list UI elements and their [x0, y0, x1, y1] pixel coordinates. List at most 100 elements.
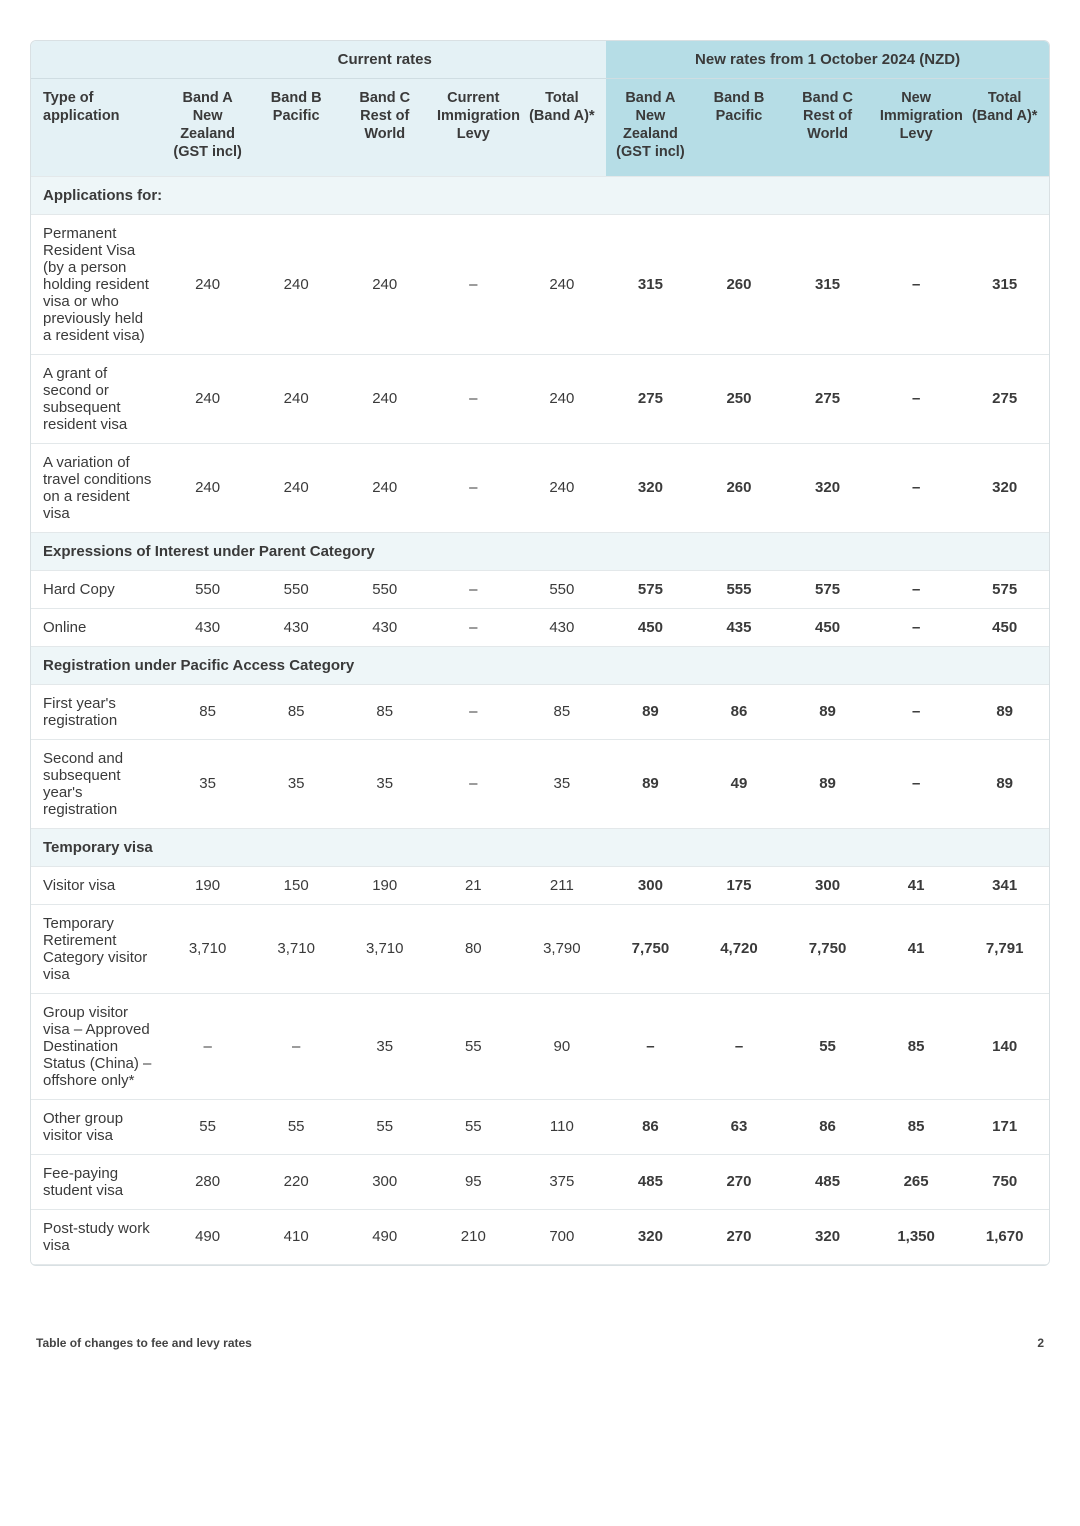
table-row: First year's registration858585–85898689…: [31, 684, 1049, 739]
row-label: A variation of travel conditions on a re…: [31, 443, 163, 532]
new-value: 41: [872, 904, 961, 993]
row-label: Fee-paying student visa: [31, 1154, 163, 1209]
col-new-c: Band C Rest of World: [783, 79, 872, 177]
col-cur-levy: Current Immigration Levy: [429, 79, 518, 177]
table-row: Hard Copy550550550–550575555575–575: [31, 570, 1049, 608]
new-value: 250: [695, 354, 784, 443]
row-label: Post-study work visa: [31, 1209, 163, 1264]
new-value: –: [872, 608, 961, 646]
new-value: 89: [960, 684, 1049, 739]
current-value: 550: [163, 570, 252, 608]
new-value: 7,791: [960, 904, 1049, 993]
new-value: 485: [606, 1154, 695, 1209]
new-value: 485: [783, 1154, 872, 1209]
col-type: Type of application: [31, 79, 163, 177]
new-value: 300: [783, 866, 872, 904]
row-label: Hard Copy: [31, 570, 163, 608]
new-value: 89: [783, 739, 872, 828]
table-row: A variation of travel conditions on a re…: [31, 443, 1049, 532]
col-new-levy: New Immigration Levy: [872, 79, 961, 177]
table-body: Applications for:Permanent Resident Visa…: [31, 176, 1049, 1264]
col-cur-a: Band A New Zealand (GST incl): [163, 79, 252, 177]
new-value: –: [872, 443, 961, 532]
row-label: First year's registration: [31, 684, 163, 739]
current-value: 240: [252, 214, 341, 354]
current-value: 240: [163, 214, 252, 354]
current-value: 240: [163, 354, 252, 443]
current-value: 240: [518, 443, 607, 532]
row-label: Online: [31, 608, 163, 646]
new-value: 450: [606, 608, 695, 646]
row-label: Group visitor visa – Approved Destinatio…: [31, 993, 163, 1099]
current-value: 55: [163, 1099, 252, 1154]
current-value: –: [429, 354, 518, 443]
new-value: 320: [783, 443, 872, 532]
section-header: Expressions of Interest under Parent Cat…: [31, 532, 1049, 570]
row-label: Permanent Resident Visa (by a person hol…: [31, 214, 163, 354]
new-value: 85: [872, 1099, 961, 1154]
row-label: Second and subsequent year's registratio…: [31, 739, 163, 828]
table-row: Group visitor visa – Approved Destinatio…: [31, 993, 1049, 1099]
new-value: 86: [695, 684, 784, 739]
new-value: –: [872, 354, 961, 443]
new-value: –: [695, 993, 784, 1099]
new-value: 55: [783, 993, 872, 1099]
col-new-a: Band A New Zealand (GST incl): [606, 79, 695, 177]
new-value: 575: [606, 570, 695, 608]
current-value: 55: [429, 993, 518, 1099]
current-value: 85: [518, 684, 607, 739]
col-cur-b: Band B Pacific: [252, 79, 341, 177]
current-value: –: [429, 214, 518, 354]
current-value: 210: [429, 1209, 518, 1264]
current-value: 3,710: [340, 904, 429, 993]
current-value: 85: [340, 684, 429, 739]
new-value: 575: [783, 570, 872, 608]
header-empty: [31, 41, 163, 79]
new-value: 1,350: [872, 1209, 961, 1264]
current-value: 85: [163, 684, 252, 739]
new-value: 85: [872, 993, 961, 1099]
new-value: 89: [960, 739, 1049, 828]
current-value: 280: [163, 1154, 252, 1209]
new-value: 575: [960, 570, 1049, 608]
current-value: 55: [252, 1099, 341, 1154]
group-header-new: New rates from 1 October 2024 (NZD): [606, 41, 1049, 79]
current-value: 430: [252, 608, 341, 646]
table-row: Post-study work visa49041049021070032027…: [31, 1209, 1049, 1264]
new-value: 86: [783, 1099, 872, 1154]
current-value: 240: [252, 443, 341, 532]
current-value: 190: [163, 866, 252, 904]
table-row: A grant of second or subsequent resident…: [31, 354, 1049, 443]
current-value: 35: [340, 739, 429, 828]
row-label: A grant of second or subsequent resident…: [31, 354, 163, 443]
new-value: 320: [606, 1209, 695, 1264]
col-new-total: Total (Band A)*: [960, 79, 1049, 177]
new-value: –: [872, 570, 961, 608]
row-label: Visitor visa: [31, 866, 163, 904]
new-value: 315: [960, 214, 1049, 354]
current-value: 240: [340, 354, 429, 443]
current-value: 700: [518, 1209, 607, 1264]
new-value: 89: [606, 739, 695, 828]
new-value: 750: [960, 1154, 1049, 1209]
current-value: 190: [340, 866, 429, 904]
current-value: 35: [252, 739, 341, 828]
current-value: 80: [429, 904, 518, 993]
new-value: 555: [695, 570, 784, 608]
col-new-b: Band B Pacific: [695, 79, 784, 177]
current-value: 550: [518, 570, 607, 608]
current-value: 90: [518, 993, 607, 1099]
table-row: Online430430430–430450435450–450: [31, 608, 1049, 646]
new-value: 41: [872, 866, 961, 904]
current-value: 95: [429, 1154, 518, 1209]
new-value: 7,750: [606, 904, 695, 993]
new-value: –: [872, 214, 961, 354]
current-value: 211: [518, 866, 607, 904]
rates-table: Current rates New rates from 1 October 2…: [31, 41, 1049, 1265]
rates-table-container: Current rates New rates from 1 October 2…: [30, 40, 1050, 1266]
table-row: Other group visitor visa5555555511086638…: [31, 1099, 1049, 1154]
new-value: 265: [872, 1154, 961, 1209]
new-value: 320: [783, 1209, 872, 1264]
current-value: –: [429, 570, 518, 608]
current-value: 430: [163, 608, 252, 646]
